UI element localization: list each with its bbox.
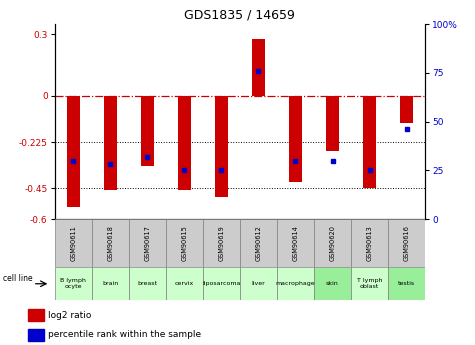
Bar [92,219,129,267]
Text: skin: skin [326,281,339,286]
Text: GSM90612: GSM90612 [256,225,261,261]
Text: log2 ratio: log2 ratio [48,311,92,320]
Bar [388,267,425,300]
Text: macrophage: macrophage [276,281,315,286]
Text: GSM90613: GSM90613 [367,225,372,261]
Text: liver: liver [252,281,265,286]
Text: liposarcoma: liposarcoma [202,281,240,286]
Bar [92,267,129,300]
Bar [203,219,240,267]
Text: B lymph
ocyte: B lymph ocyte [60,278,86,289]
Bar [166,219,203,267]
Bar [215,96,228,197]
Bar [314,219,351,267]
Bar [351,267,388,300]
Bar [203,267,240,300]
Text: breast: breast [137,281,157,286]
Text: GSM90611: GSM90611 [70,225,76,261]
Bar [351,219,388,267]
Text: GSM90616: GSM90616 [404,225,409,261]
Bar [28,328,44,341]
Bar [129,267,166,300]
Title: GDS1835 / 14659: GDS1835 / 14659 [184,9,295,22]
Bar [55,267,92,300]
Bar [28,309,44,321]
Bar [141,96,154,166]
Text: GSM90614: GSM90614 [293,225,298,261]
Text: brain: brain [102,281,118,286]
Text: GSM90618: GSM90618 [107,225,113,261]
Text: GSM90615: GSM90615 [181,225,187,261]
Bar [326,96,339,151]
Bar [277,267,314,300]
Bar [363,96,376,188]
Text: T lymph
oblast: T lymph oblast [357,278,382,289]
Text: percentile rank within the sample: percentile rank within the sample [48,330,201,339]
Bar [388,219,425,267]
Bar [277,219,314,267]
Text: GSM90620: GSM90620 [330,225,335,261]
Bar [240,267,277,300]
Text: GSM90619: GSM90619 [218,225,224,261]
Bar [400,96,413,122]
Bar [252,39,265,96]
Bar [314,267,351,300]
Text: cervix: cervix [175,281,194,286]
Bar [166,267,203,300]
Bar [66,96,80,207]
Bar [178,96,191,190]
Text: GSM90617: GSM90617 [144,225,150,261]
Bar [129,219,166,267]
Bar [289,96,302,182]
Bar [55,219,92,267]
Bar [104,96,117,190]
Bar [240,219,277,267]
Text: cell line: cell line [3,274,32,283]
Text: testis: testis [398,281,415,286]
